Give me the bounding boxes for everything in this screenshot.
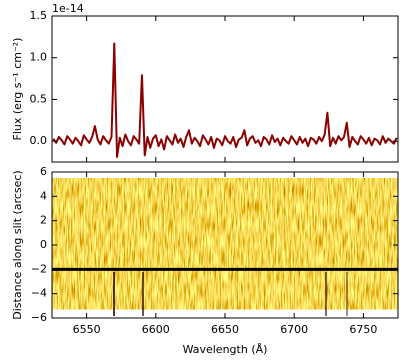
y-tick-label: 0.0 <box>30 134 48 147</box>
y-tick-label: 1.0 <box>30 51 48 64</box>
axes-frame <box>51 15 399 163</box>
x-tick-label: 6600 <box>142 323 170 336</box>
y-tick-label: −6 <box>31 311 47 324</box>
y-tick-label: −2 <box>31 262 47 275</box>
spectrum-line <box>52 42 398 158</box>
x-tick-label: 6650 <box>211 323 239 336</box>
y-tick-label: 6 <box>40 165 47 178</box>
y-tick-label: 4 <box>40 189 47 202</box>
emission-streaks <box>113 272 348 316</box>
x-axis-label: Wavelength (Å) <box>183 343 268 356</box>
y-axis-label: Flux (erg s⁻¹ cm⁻²) <box>11 38 24 141</box>
x-tick-label: 6700 <box>280 323 308 336</box>
x-tick-label: 6550 <box>73 323 101 336</box>
y-tick-label: 1.5 <box>30 9 48 22</box>
x-tick-label: 6750 <box>349 323 377 336</box>
y-offset-label: 1e-14 <box>52 2 84 15</box>
y-tick-label: −4 <box>31 287 47 300</box>
y-tick-label: 0.5 <box>30 92 48 105</box>
spectrum-image <box>52 178 398 310</box>
y-tick-label: 2 <box>40 214 47 227</box>
axes-frame <box>51 171 399 319</box>
y-axis-label: Distance along slit (arcsec) <box>11 170 24 319</box>
y-tick-label: 0 <box>40 238 47 251</box>
